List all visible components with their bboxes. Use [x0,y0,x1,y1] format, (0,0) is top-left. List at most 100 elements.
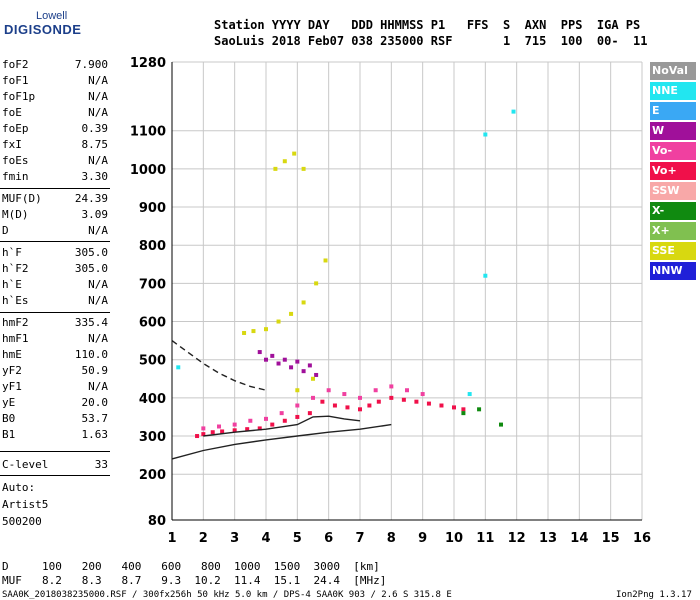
legend-item: E [650,102,696,120]
param-value: N/A [88,332,108,345]
param-value: N/A [88,294,108,307]
param-name: C-level [2,458,49,471]
echo-point [307,411,312,416]
echo-point [439,403,444,408]
y-tick-label: 800 [139,239,166,254]
echo-point [264,327,268,332]
echo-point [314,372,319,377]
footer-d-values: 100 200 400 600 800 1000 1500 3000 [km] [42,560,380,573]
x-tick-label: 2 [199,531,208,546]
x-tick-label: 5 [293,531,302,546]
param-row: yE 20.0 [2,396,108,412]
param-name: fmin [2,170,29,183]
echo-point [257,426,262,431]
param-name: M(D) [2,208,29,221]
param-name: hmE [2,348,22,361]
echo-point [220,429,225,434]
profile-curve [203,415,361,437]
x-tick-label: 4 [261,531,270,546]
param-value: 335.4 [74,316,108,329]
param-row: B0 53.7 [2,412,108,428]
y-tick-label: 1280 [130,56,166,71]
param-value: 33 [94,458,108,471]
echo-point [273,166,278,171]
param-separator [0,188,110,189]
param-row: fxI 8.75 [2,138,108,154]
param-separator [0,312,110,313]
x-tick-label: 1 [167,531,176,546]
param-name: yE [2,396,16,409]
echo-point [242,330,247,335]
legend-item: NoVal [650,62,696,80]
auto-version: 500200 [2,515,42,528]
echo-point [461,411,466,416]
echo-point [276,361,281,366]
echo-point [232,422,237,427]
echo-point [301,166,306,171]
echo-point [282,159,287,164]
profile-curve [171,423,392,460]
param-row: foF1 N/A [2,74,108,90]
param-row: foEp 0.39 [2,122,108,138]
legend-item: SSW [650,182,696,200]
x-tick-label: 3 [230,531,239,546]
y-tick-label: 600 [139,316,166,331]
param-value: 305.0 [74,246,108,259]
echo-point [332,403,337,408]
echo-point [389,384,394,389]
param-separator [0,451,110,452]
y-tick-label: 300 [139,430,166,445]
legend-item: SSE [650,242,696,260]
x-tick-label: 11 [476,531,494,546]
echo-point [201,432,206,437]
param-row: h`E N/A [2,278,108,294]
echo-point [295,403,300,408]
echo-point [282,357,287,362]
auto-label: Auto: [2,481,36,494]
param-name: D [2,224,9,237]
y-tick-label: 80 [148,514,166,529]
y-tick-label: 1000 [130,163,166,178]
param-separator [0,475,110,476]
echo-point [311,376,315,381]
echo-point [311,395,315,400]
y-tick-label: 700 [139,277,166,292]
echo-point [376,399,381,404]
param-row: hmF1 N/A [2,332,108,348]
param-value: N/A [88,74,108,87]
param-name: h`F2 [2,262,29,275]
x-tick-label: 14 [570,531,588,546]
x-tick-label: 16 [633,531,651,546]
param-row: C-level 33 [2,458,108,474]
echo-point [245,427,250,432]
echo-point [389,395,394,400]
param-row: foEs N/A [2,154,108,170]
legend-item: NNE [650,82,696,100]
echo-point [367,403,372,408]
param-value: 110.0 [74,348,108,361]
param-row: B1 1.63 [2,428,108,444]
y-tick-label: 1100 [130,125,166,140]
param-name: foF2 [2,58,29,71]
param-value: 0.39 [81,122,109,135]
echo-point [467,392,472,397]
echo-point [232,428,237,433]
echo-point [301,300,306,305]
param-name: h`F [2,246,22,259]
param-row: foF1p N/A [2,90,108,106]
header-line1: Station YYYY DAY DDD HHMMSS P1 FFS S AXN… [214,18,641,32]
param-value: 24.39 [74,192,108,205]
echo-point [295,388,300,393]
param-value: N/A [88,278,108,291]
param-value: 7.900 [74,58,108,71]
echo-point [342,392,347,397]
echo-point [452,405,456,410]
echo-point [176,365,181,370]
echo-point [295,414,300,419]
echo-point [314,281,319,286]
echo-point [373,388,378,393]
x-tick-label: 12 [508,531,526,546]
param-name: foE [2,106,22,119]
param-name: fxI [2,138,22,151]
param-row: yF2 50.9 [2,364,108,380]
